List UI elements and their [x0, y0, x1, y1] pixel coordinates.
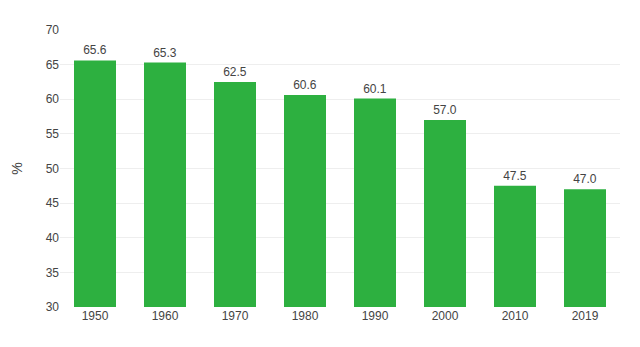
svg-text:1990: 1990 [362, 309, 389, 323]
svg-text:65.3: 65.3 [153, 46, 177, 60]
svg-text:35: 35 [46, 266, 60, 280]
svg-text:1950: 1950 [82, 309, 109, 323]
svg-text:55: 55 [46, 127, 60, 141]
svg-text:45: 45 [46, 196, 60, 210]
svg-text:65: 65 [46, 58, 60, 72]
svg-text:50: 50 [46, 162, 60, 176]
svg-text:62.5: 62.5 [223, 65, 247, 79]
svg-text:30: 30 [46, 300, 60, 314]
svg-text:2019: 2019 [572, 309, 599, 323]
svg-text:70: 70 [46, 23, 60, 37]
svg-text:65.6: 65.6 [83, 43, 107, 57]
svg-text:1970: 1970 [222, 309, 249, 323]
svg-text:57.0: 57.0 [433, 103, 457, 117]
svg-text:47.0: 47.0 [573, 172, 597, 186]
svg-text:60.1: 60.1 [363, 82, 387, 96]
svg-text:%: % [9, 162, 25, 174]
svg-text:1960: 1960 [152, 309, 179, 323]
svg-text:47.5: 47.5 [503, 169, 527, 183]
svg-text:2010: 2010 [502, 309, 529, 323]
svg-text:2000: 2000 [432, 309, 459, 323]
svg-text:60.6: 60.6 [293, 78, 317, 92]
svg-text:1980: 1980 [292, 309, 319, 323]
svg-text:60: 60 [46, 92, 60, 106]
svg-text:40: 40 [46, 231, 60, 245]
